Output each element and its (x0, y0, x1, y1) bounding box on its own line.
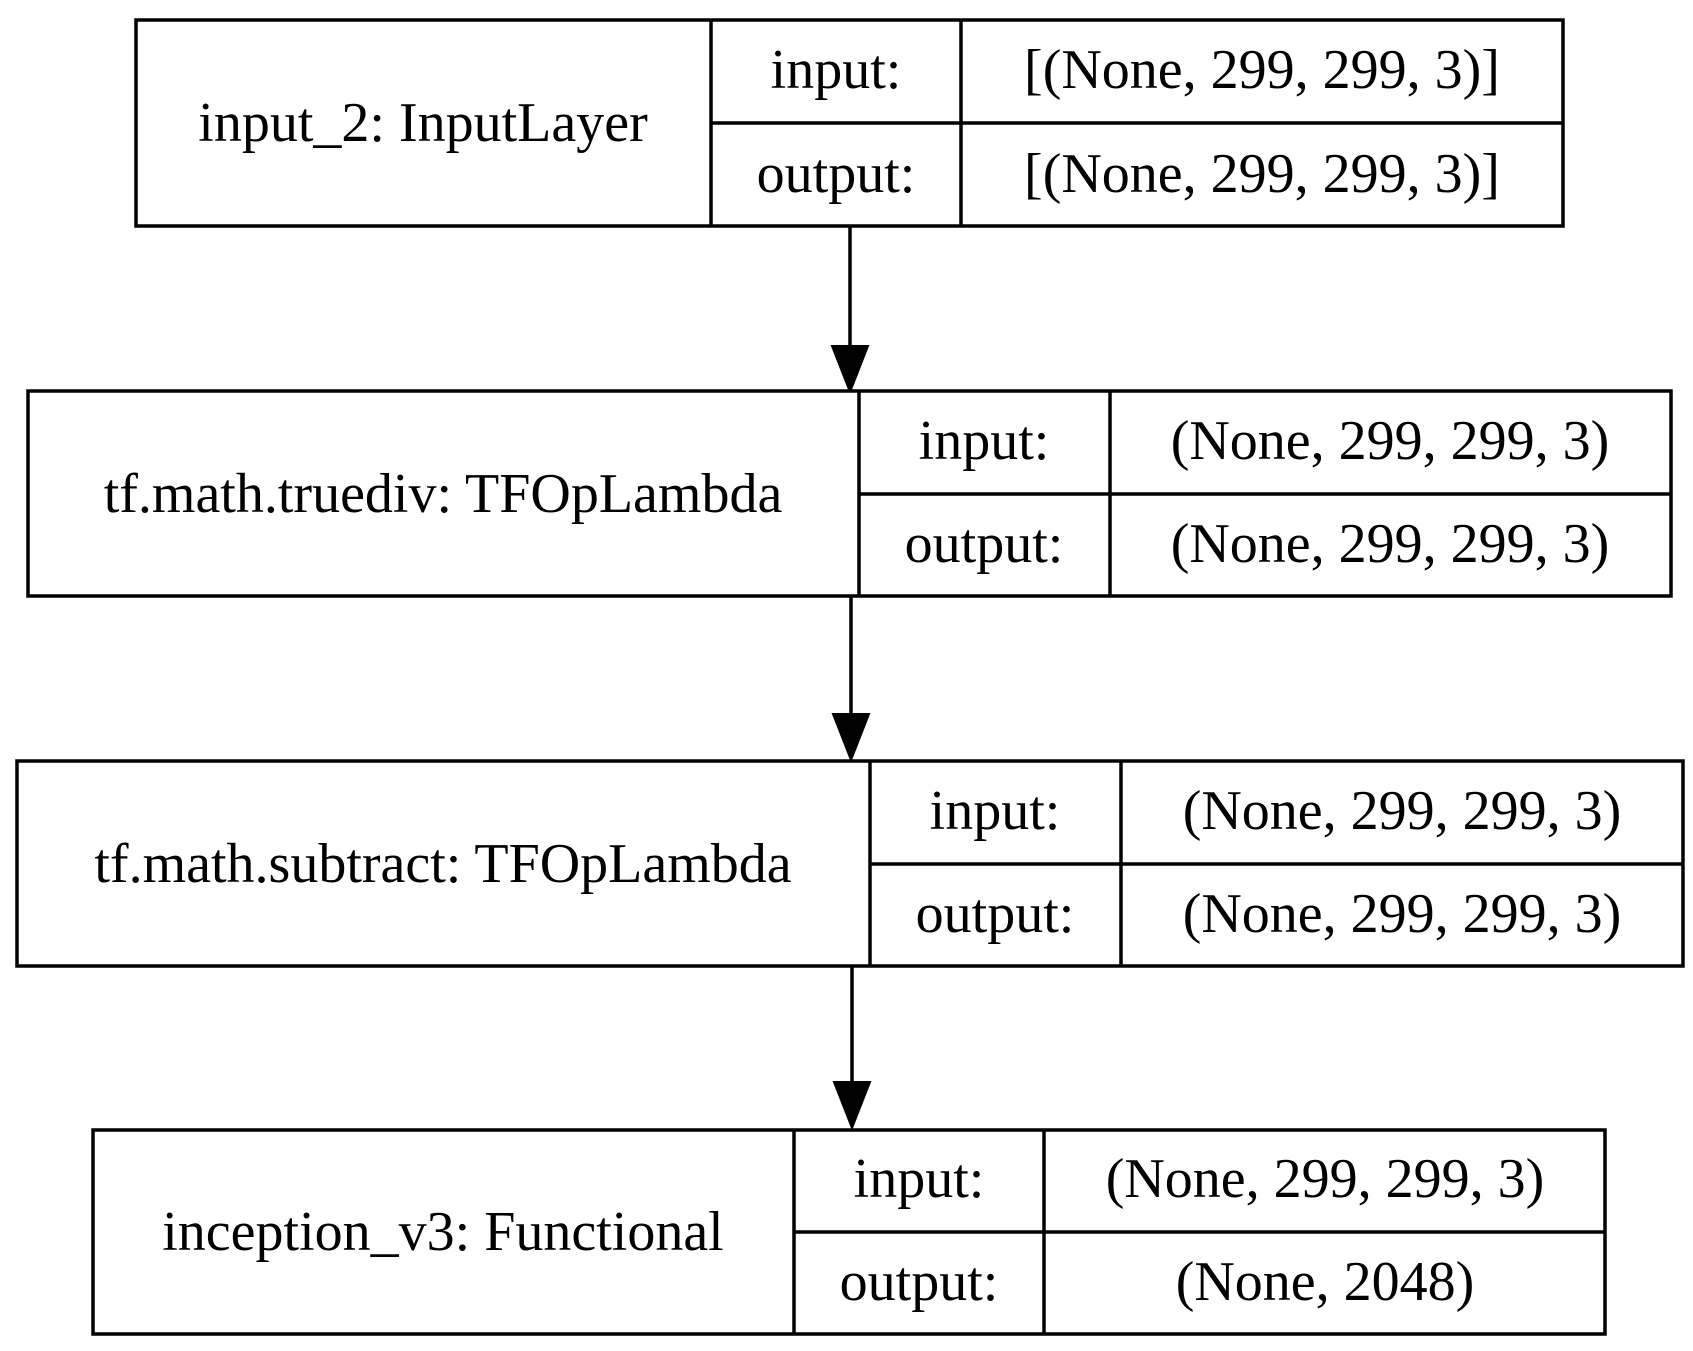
node-label: input_2: InputLayer (198, 92, 648, 154)
edge-truediv-to-subtract (831, 596, 871, 763)
output-shape: (None, 299, 299, 3) (1183, 883, 1622, 945)
node-label: tf.math.subtract: TFOpLambda (94, 833, 791, 895)
input-shape: (None, 299, 299, 3) (1106, 1148, 1545, 1210)
input-label: input: (919, 410, 1050, 472)
edges (830, 226, 872, 1131)
input-label: input: (930, 780, 1061, 842)
node-input-2: input_2: InputLayer input: output: [(Non… (134, 18, 1565, 228)
node-subtract: tf.math.subtract: TFOpLambda input: outp… (15, 759, 1685, 968)
input-shape: (None, 299, 299, 3) (1171, 410, 1610, 472)
output-label: output: (905, 513, 1064, 575)
input-label: input: (771, 39, 902, 101)
edge-subtract-to-inception (832, 966, 872, 1131)
output-shape: (None, 2048) (1176, 1251, 1475, 1313)
input-shape: [(None, 299, 299, 3)] (1024, 39, 1500, 101)
output-label: output: (916, 883, 1075, 945)
output-label: output: (757, 143, 916, 205)
node-inception-v3: inception_v3: Functional input: output: … (91, 1128, 1607, 1336)
output-shape: (None, 299, 299, 3) (1171, 513, 1610, 575)
input-label: input: (854, 1148, 985, 1210)
output-label: output: (840, 1251, 999, 1313)
arrowhead (831, 713, 871, 763)
node-truediv: tf.math.truediv: TFOpLambda input: outpu… (26, 389, 1673, 598)
node-label: tf.math.truediv: TFOpLambda (104, 463, 783, 525)
edge-input2-to-truediv (830, 226, 870, 395)
output-shape: [(None, 299, 299, 3)] (1024, 143, 1500, 205)
arrowhead (830, 345, 870, 395)
input-shape: (None, 299, 299, 3) (1183, 780, 1622, 842)
node-label: inception_v3: Functional (162, 1201, 723, 1263)
arrowhead (832, 1081, 872, 1131)
